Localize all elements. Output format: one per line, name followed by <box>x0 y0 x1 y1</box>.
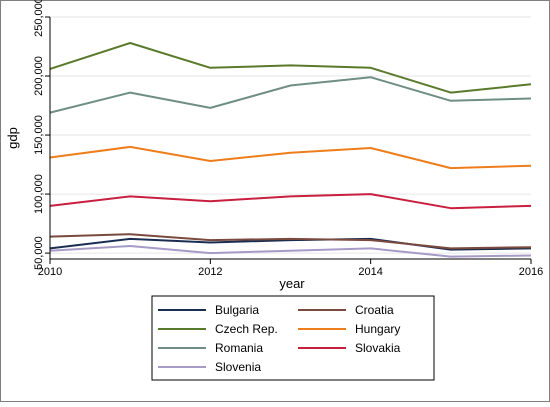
legend: Bulgaria Croatia Czech Rep. Hungary Romania S… <box>158 303 401 374</box>
x-ticks: 2010 2012 2014 2016 <box>38 259 543 278</box>
series-layer <box>49 42 532 258</box>
grid-layer <box>50 16 531 254</box>
x-tick-label: 2016 <box>519 266 543 278</box>
legend-label-croatia: Croatia <box>355 303 394 317</box>
legend-label-czech-rep: Czech Rep. <box>215 322 278 336</box>
x-tick-label: 2012 <box>198 266 222 278</box>
y-tick-label: 100,000 <box>33 174 45 214</box>
y-tick-label: 150,000 <box>33 115 45 155</box>
series-line-romania <box>49 76 532 114</box>
y-tick-label: 200,000 <box>33 56 45 96</box>
series-line-croatia <box>49 233 532 250</box>
series-line-hungary <box>49 145 532 170</box>
series-line-czech-rep <box>49 42 532 94</box>
legend-label-slovenia: Slovenia <box>215 360 261 374</box>
series-line-slovenia <box>49 245 532 258</box>
legend-label-slovakia: Slovakia <box>355 341 401 355</box>
x-tick-label: 2014 <box>358 266 382 278</box>
y-tick-label: 250,000 <box>33 0 45 37</box>
y-ticks: 50,000 100,000 150,000 200,000 250,000 <box>33 0 50 270</box>
legend-label-bulgaria: Bulgaria <box>215 303 259 317</box>
legend-label-romania: Romania <box>215 341 263 355</box>
x-tick-label: 2010 <box>38 266 62 278</box>
x-axis-label: year <box>279 276 305 291</box>
y-tick-label: 50,000 <box>33 236 45 270</box>
legend-label-hungary: Hungary <box>355 322 400 336</box>
series-line-bulgaria <box>49 237 532 251</box>
y-axis-label: gdp <box>5 127 20 149</box>
series-line-slovakia <box>49 193 532 210</box>
